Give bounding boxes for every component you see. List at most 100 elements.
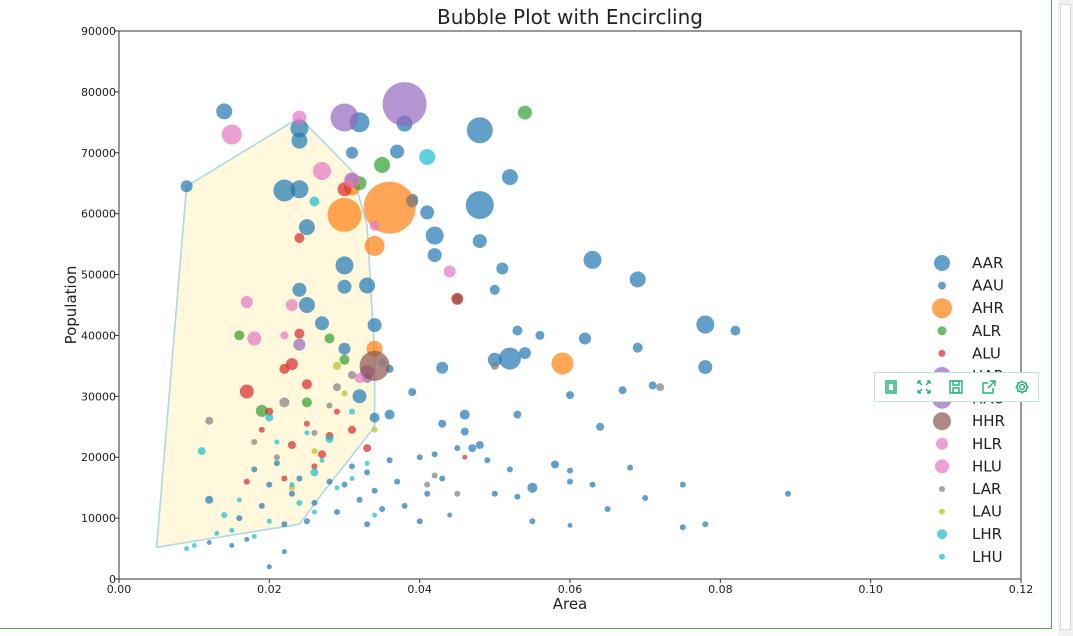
bubble-aar	[298, 219, 315, 236]
bubble-lar	[490, 361, 499, 370]
bubble-hlr	[443, 265, 456, 278]
bubble-aar	[501, 169, 518, 186]
bubble-aau	[281, 521, 288, 528]
bubble-aau	[679, 524, 686, 531]
legend-label-hlr: HLR	[972, 435, 1002, 453]
bubble-hlr	[313, 162, 331, 180]
legend-label-lar: LAR	[972, 480, 1001, 498]
bubble-aau	[349, 463, 355, 470]
bubble-aau	[258, 502, 265, 509]
bubble-aau	[311, 499, 318, 506]
bubble-aau	[266, 564, 272, 570]
bubble-aar	[338, 342, 351, 355]
legend-marker-ahr	[932, 298, 952, 319]
bubble-lau	[311, 448, 318, 455]
bubble-aar	[298, 297, 315, 313]
bubble-aar	[487, 352, 502, 367]
bubble-aau	[416, 454, 423, 461]
legend-label-aar: AAR	[972, 254, 1003, 272]
bubble-alu	[258, 426, 265, 433]
bubble-aau	[567, 478, 573, 485]
bubble-aau	[475, 441, 484, 449]
bubble-lar	[378, 358, 387, 367]
bubble-lar	[348, 371, 356, 379]
bubble-aar	[498, 347, 521, 370]
bubble-aar	[369, 412, 380, 423]
expand-button[interactable]	[911, 374, 937, 400]
bubble-aau	[416, 518, 423, 525]
x-axis-ticks: 0.00 0.02 0.04 0.06 0.08 0.10 0.12	[107, 579, 1034, 596]
bubble-lar	[656, 383, 665, 392]
bubble-hhr	[452, 293, 463, 304]
bubble-aau	[447, 512, 453, 518]
bubble-lhu	[266, 518, 272, 524]
bubble-aar	[535, 330, 545, 340]
bubble-lhr	[419, 149, 436, 165]
bubble-aar	[436, 361, 449, 374]
bubble-aau	[205, 495, 214, 504]
points-layer	[180, 82, 791, 570]
bubble-alr	[234, 330, 245, 341]
bubble-aau	[326, 478, 333, 485]
bubble-lhu	[214, 530, 220, 536]
bubble-aau	[431, 451, 438, 458]
legend-marker-hlr	[936, 437, 948, 450]
bubble-lhu	[184, 546, 190, 552]
bubble-aar	[384, 409, 395, 420]
bubble-aar	[579, 332, 591, 345]
bubble-aau	[514, 493, 521, 500]
bubble-alu	[243, 478, 250, 485]
y-axis-label: Population	[62, 266, 80, 345]
bubble-alr	[301, 397, 312, 408]
bubble-lhu	[334, 485, 340, 491]
bubble-lar	[205, 416, 214, 425]
bubble-lhu	[372, 512, 378, 518]
scrollbar-thumb[interactable]	[1060, 4, 1071, 630]
bubble-aar	[696, 315, 715, 334]
notebook-output-frame	[0, 0, 1052, 629]
bubble-aau	[303, 518, 310, 525]
gear-icon	[1015, 380, 1029, 394]
bubble-aar	[512, 325, 523, 336]
bubble-aau	[364, 521, 371, 528]
bubble-aar	[290, 180, 309, 199]
bubble-alu	[303, 420, 310, 427]
bubble-alu	[239, 384, 254, 399]
bubble-aau	[513, 410, 522, 419]
bubble-lar	[273, 454, 280, 461]
bubble-aar	[291, 132, 308, 149]
y-tick-label: 90000	[81, 25, 116, 38]
bubble-hlu	[354, 373, 365, 384]
bubble-hlr	[285, 299, 298, 311]
bubble-lar	[424, 481, 431, 488]
bubble-aau	[273, 460, 280, 467]
bubble-lar	[279, 397, 290, 408]
x-tick-label: 0.12	[1009, 583, 1034, 596]
bubble-alr	[374, 157, 391, 173]
bubble-aar	[335, 256, 354, 275]
bubble-aar	[489, 284, 500, 295]
bubble-aau	[785, 490, 791, 497]
bubble-lhu	[349, 476, 355, 481]
legend-marker-alu	[938, 349, 946, 357]
bubble-aar	[346, 146, 358, 159]
save-button[interactable]	[943, 374, 969, 400]
legend-label-ahr: AHR	[972, 299, 1004, 317]
share-button[interactable]	[976, 374, 1002, 400]
bubble-aar	[465, 191, 494, 220]
bubble-har	[330, 103, 359, 132]
bubble-lhu	[274, 439, 280, 445]
copy-icon	[885, 380, 898, 394]
bubble-aar	[216, 103, 233, 120]
settings-button[interactable]	[1009, 374, 1035, 400]
bubble-aar	[420, 205, 435, 220]
bubble-aau	[229, 543, 235, 548]
bubble-aau	[401, 502, 408, 509]
bubble-aau	[567, 522, 573, 528]
fullscreen-button[interactable]	[878, 374, 904, 400]
bubble-alr	[517, 105, 532, 120]
x-tick-label: 0.02	[257, 583, 282, 596]
bubble-aar	[496, 262, 509, 275]
bubble-aau	[424, 490, 431, 497]
bubble-aau	[589, 481, 596, 488]
